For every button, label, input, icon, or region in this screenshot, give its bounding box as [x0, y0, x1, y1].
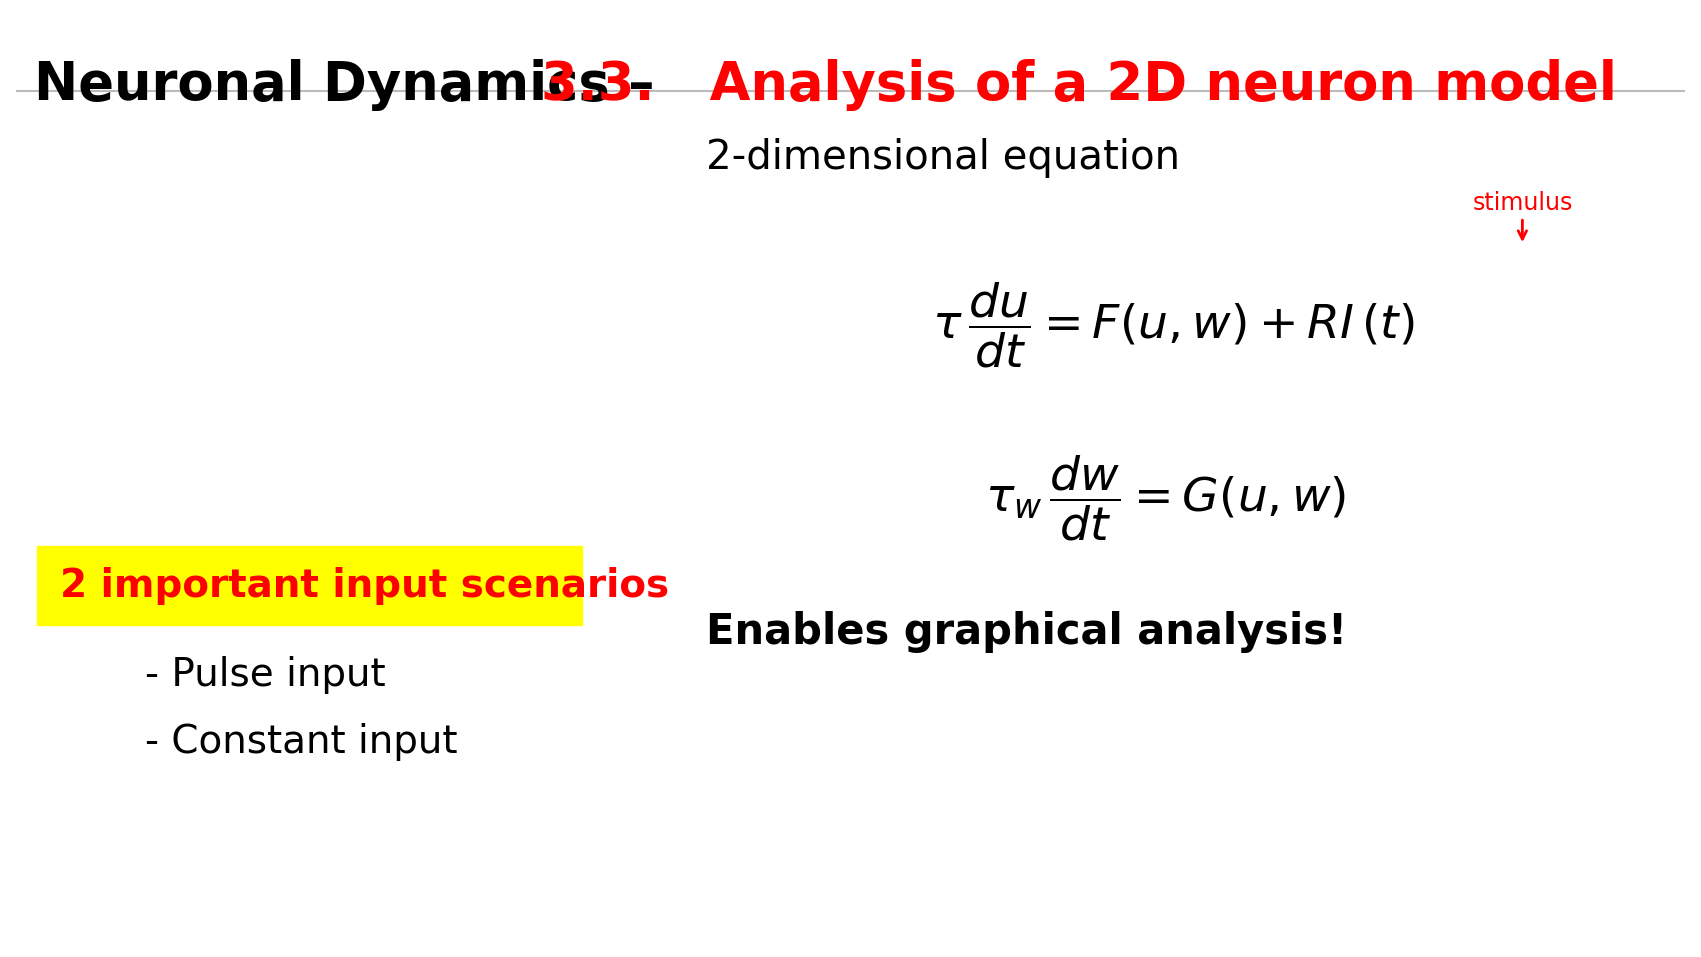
- FancyBboxPatch shape: [37, 546, 582, 625]
- Text: stimulus: stimulus: [1471, 190, 1573, 215]
- Text: 2-dimensional equation: 2-dimensional equation: [706, 138, 1180, 178]
- Text: - Constant input: - Constant input: [145, 723, 458, 761]
- Text: $\tau_w \,\dfrac{dw}{dt} = G(u,w)$: $\tau_w \,\dfrac{dw}{dt} = G(u,w)$: [985, 453, 1345, 543]
- Text: - Pulse input: - Pulse input: [145, 656, 384, 694]
- Text: Neuronal Dynamics –: Neuronal Dynamics –: [34, 59, 674, 111]
- Text: Enables graphical analysis!: Enables graphical analysis!: [706, 611, 1347, 653]
- Text: 3.3.   Analysis of a 2D neuron model: 3.3. Analysis of a 2D neuron model: [541, 59, 1616, 111]
- Text: $\tau \,\dfrac{du}{dt} = F(u,w) + RI\,(t)$: $\tau \,\dfrac{du}{dt} = F(u,w) + RI\,(t…: [932, 280, 1415, 370]
- Text: 2 important input scenarios: 2 important input scenarios: [60, 567, 668, 605]
